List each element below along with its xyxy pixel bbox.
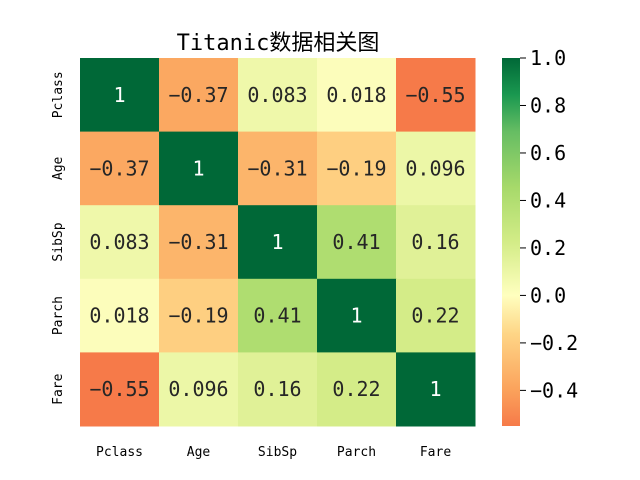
heatmap-cell [80, 131, 160, 206]
heatmap-cell [80, 352, 160, 427]
cell-value-label: 0.22 [332, 377, 380, 401]
colorbar [502, 58, 520, 426]
column-label: Age [187, 445, 211, 460]
row-label: SibSp [51, 222, 66, 261]
heatmap-cell [396, 205, 476, 280]
colorbar-tick-label: 0.6 [530, 141, 566, 165]
heatmap-cell [238, 352, 318, 427]
cell-value-label: 0.41 [332, 230, 380, 254]
cell-value-label: −0.55 [405, 83, 465, 107]
cell-value-label: 0.083 [247, 83, 307, 107]
heatmap-cell [396, 278, 476, 353]
row-label: Pclass [51, 71, 66, 118]
cell-value-label: −0.19 [326, 156, 386, 180]
colorbar-tick-label: 0.4 [530, 188, 566, 212]
colorbar-tick-label: 0.8 [530, 93, 566, 117]
cell-value-label: −0.37 [168, 83, 228, 107]
cell-value-label: 0.22 [411, 304, 459, 328]
column-labels: Pclass Age SibSp Parch Fare [96, 445, 451, 460]
cell-value-label: 1 [192, 156, 204, 180]
heatmap-cell [317, 278, 397, 353]
colorbar-tick-label: 0.0 [530, 283, 566, 307]
heatmap-cell [80, 278, 160, 353]
heatmap-cell [159, 278, 239, 353]
heatmap-cell [238, 58, 318, 133]
cell-value-label: 0.096 [168, 377, 228, 401]
cell-value-label: 0.41 [253, 304, 301, 328]
cell-value-label: 0.018 [326, 83, 386, 107]
colorbar-ticks: 1.0 0.8 0.6 0.4 0.2 0.0 −0.2 −0.4 [520, 46, 578, 402]
colorbar-tick-label: −0.4 [530, 378, 578, 402]
chart-title: Titanic数据相关图 [177, 31, 380, 56]
colorbar-tick-label: 1.0 [530, 46, 566, 70]
heatmap-cell [317, 131, 397, 206]
heatmap-cell [396, 131, 476, 206]
column-label: SibSp [258, 445, 297, 460]
heatmap-cell [317, 352, 397, 427]
heatmap-cell [238, 205, 318, 280]
column-label: Parch [337, 445, 376, 460]
heatmap-cell [317, 58, 397, 133]
cell-value-label: 0.16 [253, 377, 301, 401]
column-label: Pclass [96, 445, 143, 460]
colorbar-tick-label: 0.2 [530, 236, 566, 260]
colorbar-tick-label: −0.2 [530, 331, 578, 355]
cell-value-label: −0.55 [89, 377, 149, 401]
row-label: Age [51, 156, 66, 180]
heatmap-cell [159, 58, 239, 133]
row-label: Fare [51, 373, 66, 404]
heatmap-cell [80, 205, 160, 280]
cell-value-label: 1 [113, 83, 125, 107]
heatmap-cell [238, 131, 318, 206]
heatmap-cell [238, 278, 318, 353]
heatmap-cell [396, 58, 476, 133]
heatmap-cell [159, 205, 239, 280]
cell-value-label: 1 [350, 304, 362, 328]
cell-value-label: −0.31 [168, 230, 228, 254]
cell-value-label: 0.096 [405, 156, 465, 180]
heatmap-cell [317, 205, 397, 280]
row-label: Parch [51, 296, 66, 335]
cell-value-label: 0.083 [89, 230, 149, 254]
heatmap-cell [159, 352, 239, 427]
row-labels: Pclass Age SibSp Parch Fare [51, 71, 66, 405]
column-label: Fare [420, 445, 451, 460]
heatmap-cell [80, 58, 160, 133]
heatmap-cells: 1 −0.37 0.083 0.018 −0.55 −0.37 1 −0.31 −0.19 0.0… [80, 58, 476, 427]
cell-value-label: 0.16 [411, 230, 459, 254]
cell-value-label: −0.19 [168, 304, 228, 328]
cell-value-label: −0.37 [89, 156, 149, 180]
cell-value-label: 0.018 [89, 304, 149, 328]
cell-value-label: 1 [271, 230, 283, 254]
cell-value-label: −0.31 [247, 156, 307, 180]
heatmap-cell [396, 352, 476, 427]
heatmap-cell [159, 131, 239, 206]
cell-value-label: 1 [429, 377, 441, 401]
